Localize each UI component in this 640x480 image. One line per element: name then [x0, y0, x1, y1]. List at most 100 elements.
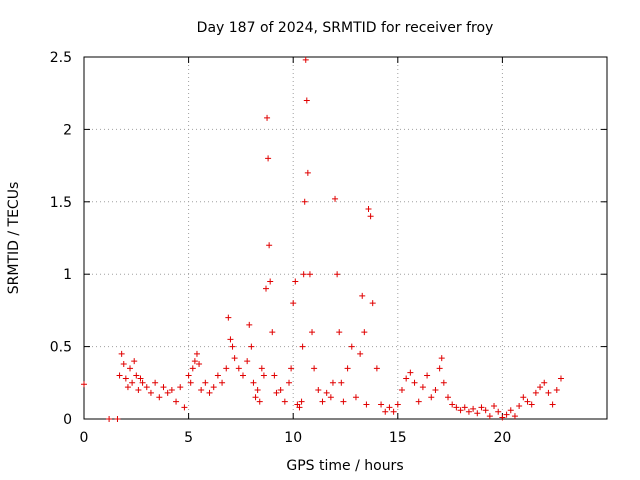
- data-point: [124, 384, 131, 391]
- data-point: [281, 398, 288, 405]
- data-point: [214, 372, 221, 379]
- data-point: [263, 285, 270, 292]
- data-point: [266, 242, 273, 249]
- data-point: [198, 387, 205, 394]
- data-point: [106, 416, 113, 422]
- data-point: [118, 350, 125, 357]
- data-point: [252, 394, 259, 401]
- data-point: [482, 407, 489, 414]
- data-point: [315, 387, 322, 394]
- data-point: [520, 394, 527, 401]
- data-point: [557, 375, 564, 382]
- data-point: [264, 114, 271, 121]
- data-point: [219, 379, 226, 386]
- data-point: [419, 384, 426, 391]
- data-point: [334, 271, 341, 278]
- data-point: [424, 372, 431, 379]
- data-point: [269, 329, 276, 336]
- data-point: [453, 404, 460, 411]
- data-point: [301, 198, 308, 205]
- data-point: [135, 387, 142, 394]
- y-tick-label: 2: [63, 122, 72, 138]
- data-point: [152, 379, 159, 386]
- data-point: [545, 389, 552, 396]
- data-point: [131, 358, 138, 365]
- x-axis-label: GPS time / hours: [286, 458, 403, 474]
- data-point: [210, 384, 217, 391]
- data-point: [367, 213, 374, 220]
- data-point: [122, 375, 129, 382]
- data-point: [299, 343, 306, 350]
- data-point: [436, 365, 443, 372]
- data-point: [344, 365, 351, 372]
- data-point: [137, 375, 144, 382]
- data-point: [329, 379, 336, 386]
- data-point: [319, 398, 326, 405]
- data-point: [491, 402, 498, 409]
- data-point: [298, 398, 305, 405]
- data-point: [449, 401, 456, 408]
- data-point: [440, 379, 447, 386]
- y-tick-labels: 0 0.5 1 1.5 2 2.5: [50, 50, 72, 428]
- y-tick-label: 1.5: [50, 195, 72, 211]
- data-point: [181, 404, 188, 411]
- data-point: [528, 401, 535, 408]
- data-point: [309, 329, 316, 336]
- data-point: [116, 372, 123, 379]
- data-point: [303, 97, 310, 104]
- data-point: [541, 379, 548, 386]
- data-point: [260, 372, 267, 379]
- y-tick-label: 0.5: [50, 340, 72, 356]
- x-tick-labels: 0 5 10 15 20: [80, 430, 512, 446]
- data-point: [114, 416, 121, 422]
- data-point: [386, 404, 393, 411]
- data-point: [359, 292, 366, 299]
- x-tick-label: 15: [389, 430, 407, 446]
- data-point: [465, 408, 472, 415]
- axis-ticks: [83, 56, 607, 420]
- y-tick-label: 0: [63, 412, 72, 428]
- data-point: [177, 384, 184, 391]
- data-point: [470, 405, 477, 412]
- data-point: [300, 271, 307, 278]
- data-point: [327, 394, 334, 401]
- data-point: [357, 350, 364, 357]
- data-point: [549, 401, 556, 408]
- data-point: [168, 387, 175, 394]
- data-point: [415, 398, 422, 405]
- x-tick-label: 0: [80, 430, 89, 446]
- data-point: [246, 321, 253, 328]
- data-point: [457, 407, 464, 414]
- data-point: [288, 365, 295, 372]
- data-point: [363, 401, 370, 408]
- data-point: [474, 410, 481, 417]
- data-point: [390, 408, 397, 415]
- data-point: [332, 195, 339, 202]
- data-point: [267, 278, 274, 285]
- data-point: [225, 314, 232, 321]
- data-point: [139, 379, 146, 386]
- data-point: [223, 365, 230, 372]
- data-point: [258, 365, 265, 372]
- data-point: [553, 387, 560, 394]
- y-axis-label: SRMTID / TECUs: [6, 182, 22, 295]
- data-point: [231, 355, 238, 362]
- data-point: [302, 56, 309, 63]
- data-point: [507, 407, 514, 414]
- data-point: [202, 379, 209, 386]
- data-point: [156, 394, 163, 401]
- data-point: [235, 365, 242, 372]
- grid: [84, 57, 607, 419]
- data-point: [81, 381, 87, 388]
- data-point: [306, 271, 313, 278]
- data-point: [524, 398, 531, 405]
- data-point: [127, 365, 134, 372]
- data-point: [352, 394, 359, 401]
- data-point: [292, 278, 299, 285]
- data-point: [495, 408, 502, 415]
- data-point: [348, 343, 355, 350]
- data-point: [286, 379, 293, 386]
- plot-frame: [83, 56, 608, 420]
- data-point: [277, 387, 284, 394]
- data-point: [432, 387, 439, 394]
